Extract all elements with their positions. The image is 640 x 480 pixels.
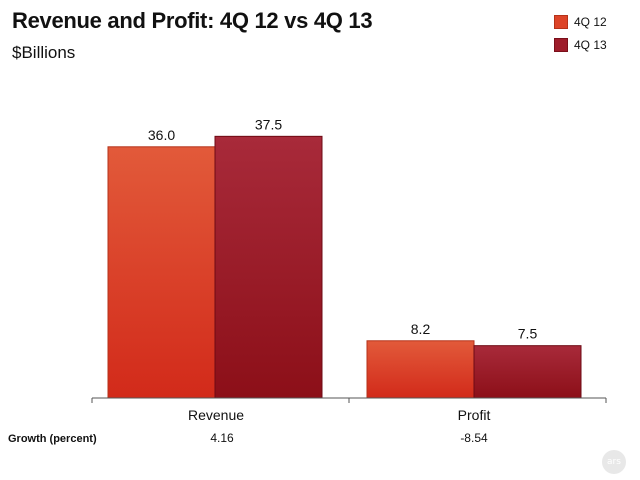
- data-label-revenue-4q13: 37.5: [255, 116, 282, 132]
- data-label-revenue-4q12: 36.0: [148, 127, 175, 143]
- growth-value-revenue: 4.16: [210, 431, 234, 445]
- category-label-profit: Profit: [458, 407, 491, 423]
- legend-swatch-4q13: [554, 38, 568, 52]
- chart-title: Revenue and Profit: 4Q 12 vs 4Q 13: [12, 8, 373, 33]
- legend-label-4q12: 4Q 12: [574, 15, 607, 29]
- growth-value-profit: -8.54: [460, 431, 488, 445]
- legend-label-4q13: 4Q 13: [574, 38, 607, 52]
- data-label-profit-4q13: 7.5: [518, 326, 538, 342]
- bar-profit-4q13: [473, 345, 582, 399]
- legend-swatch-4q12: [554, 15, 568, 29]
- data-label-profit-4q12: 8.2: [411, 321, 431, 337]
- growth-row-label: Growth (percent): [8, 433, 97, 445]
- legend-item-4q13: 4Q 13: [554, 37, 607, 53]
- ars-logo: ars: [602, 450, 626, 474]
- legend-item-4q12: 4Q 12: [554, 14, 607, 30]
- bar-revenue-4q13: [214, 135, 323, 399]
- chart-legend: 4Q 12 4Q 13: [554, 14, 607, 60]
- bar-profit-4q12: [366, 340, 475, 399]
- chart-subtitle: $Billions: [12, 43, 76, 62]
- category-label-revenue: Revenue: [188, 407, 244, 423]
- bar-revenue-4q12: [107, 146, 216, 399]
